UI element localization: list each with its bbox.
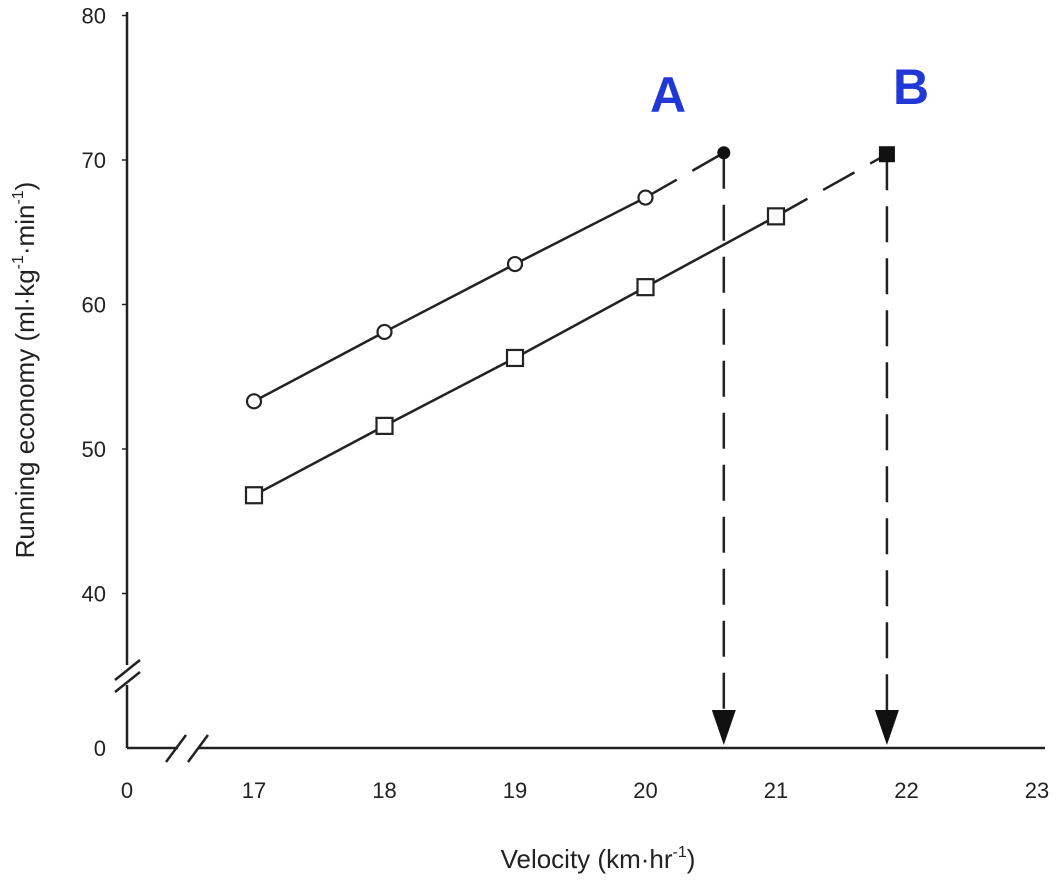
- data-point: [766, 207, 786, 226]
- x-axis-title: Velocity (km·hr-1): [501, 844, 696, 874]
- y-axis-break-mark-2: [114, 671, 141, 693]
- y-tick-label: 0: [94, 736, 106, 761]
- extrapolated-point: [878, 146, 895, 163]
- x-axis-break-mark-2: [186, 734, 210, 763]
- annotation-b: B: [893, 59, 929, 115]
- y-axis-title: Running economy (ml·kg-1·min-1): [10, 182, 40, 559]
- x-tick-label: 20: [633, 778, 657, 803]
- series-line: [253, 196, 647, 403]
- x-axis-break-mark-1: [164, 734, 188, 763]
- data-point: [506, 255, 524, 273]
- data-point: [245, 393, 263, 410]
- data-point: [375, 416, 394, 435]
- extrapolation-line: [644, 151, 725, 199]
- x-axis-ticks: 0 17 18 19 20 21 22 23: [121, 778, 1049, 803]
- y-axis-break-mark-1: [114, 659, 141, 681]
- data-point: [505, 348, 525, 368]
- y-tick-label: 60: [82, 293, 106, 318]
- x-tick-label: 0: [121, 778, 133, 803]
- extrapolation-line: [775, 153, 888, 218]
- extrapolated-point: [717, 146, 731, 160]
- series-a: [245, 146, 736, 745]
- data-point: [376, 323, 393, 341]
- data-point: [636, 278, 655, 297]
- series-layer: [244, 146, 899, 745]
- x-tick-label: 22: [894, 778, 918, 803]
- data-point: [637, 189, 654, 206]
- series-b: [244, 146, 899, 745]
- x-tick-label: 23: [1025, 778, 1049, 803]
- y-tick-label: 80: [82, 4, 106, 29]
- x-tick-label: 19: [503, 778, 527, 803]
- y-tick-label: 70: [82, 148, 106, 173]
- drop-arrowhead: [711, 710, 736, 745]
- x-tick-label: 21: [764, 778, 788, 803]
- x-tick-label: 18: [372, 778, 396, 803]
- axes: [114, 12, 1045, 763]
- y-axis-ticks: 0 40 50 60 70 80: [82, 4, 127, 761]
- y-tick-label: 50: [82, 437, 106, 462]
- annotation-a: A: [650, 67, 686, 123]
- x-tick-label: 17: [242, 778, 266, 803]
- drop-arrowhead: [874, 710, 899, 745]
- data-point: [244, 486, 264, 505]
- y-tick-label: 40: [82, 582, 106, 607]
